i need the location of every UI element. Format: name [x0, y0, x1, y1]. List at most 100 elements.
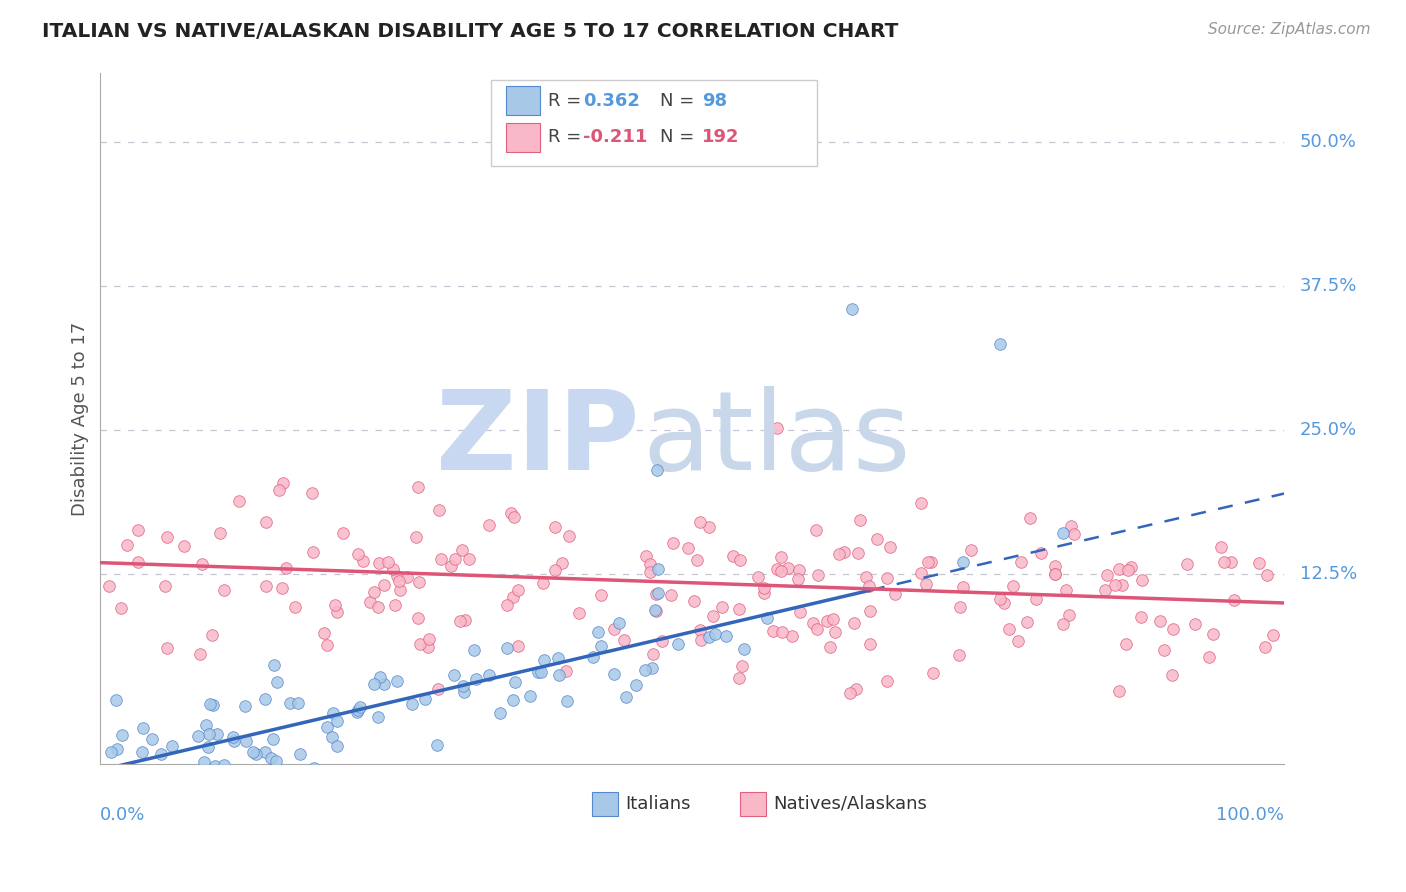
Point — [948, 648, 970, 662]
Point — [198, 698, 221, 712]
Y-axis label: Disability Age 5 to 17: Disability Age 5 to 17 — [72, 321, 89, 516]
Point — [347, 547, 370, 561]
Point — [787, 572, 810, 586]
Point — [640, 566, 662, 580]
Point — [949, 599, 972, 614]
Point — [526, 665, 548, 680]
Point — [496, 598, 519, 612]
Point — [326, 606, 349, 620]
Point — [789, 605, 811, 619]
Point — [105, 815, 128, 830]
Point — [384, 598, 406, 612]
Point — [533, 653, 555, 667]
Bar — [506, 123, 540, 152]
Text: R =: R = — [548, 92, 586, 110]
Point — [409, 637, 432, 651]
Point — [508, 583, 530, 598]
Point — [373, 577, 395, 591]
Point — [558, 529, 581, 543]
Point — [224, 788, 246, 802]
Text: 37.5%: 37.5% — [1299, 277, 1357, 295]
Point — [733, 642, 755, 657]
Point — [413, 692, 436, 706]
Point — [689, 633, 711, 648]
Point — [952, 555, 974, 569]
Point — [465, 672, 488, 686]
Point — [755, 611, 778, 625]
Point — [855, 570, 877, 584]
Point — [555, 693, 578, 707]
Point — [1001, 578, 1024, 592]
Point — [543, 520, 565, 534]
Point — [270, 581, 292, 595]
Point — [815, 614, 838, 628]
Point — [332, 526, 354, 541]
Point — [427, 503, 450, 517]
Point — [1212, 556, 1234, 570]
Point — [1254, 640, 1277, 655]
Point — [858, 579, 880, 593]
Point — [427, 681, 450, 696]
Point — [685, 553, 707, 567]
Point — [697, 520, 720, 534]
Point — [727, 671, 749, 685]
Point — [245, 772, 267, 786]
Point — [1054, 583, 1077, 598]
Point — [1175, 558, 1198, 572]
Point — [588, 624, 610, 639]
Point — [1115, 637, 1137, 651]
Point — [647, 586, 669, 600]
Point — [127, 555, 149, 569]
Point — [406, 611, 429, 625]
Point — [1261, 628, 1284, 642]
Point — [1108, 684, 1130, 698]
Point — [254, 578, 277, 592]
Point — [728, 552, 751, 566]
Point — [780, 629, 803, 643]
Point — [440, 559, 463, 574]
Point — [347, 703, 370, 717]
Point — [301, 544, 323, 558]
Point — [204, 758, 226, 772]
Point — [682, 593, 704, 607]
Point — [988, 336, 1011, 351]
Point — [254, 746, 277, 760]
Point — [188, 647, 211, 661]
Point — [502, 693, 524, 707]
Point — [346, 705, 368, 719]
Point — [141, 732, 163, 747]
Text: Source: ZipAtlas.com: Source: ZipAtlas.com — [1208, 22, 1371, 37]
Point — [451, 679, 474, 693]
Point — [547, 650, 569, 665]
Point — [1043, 567, 1066, 582]
Bar — [592, 792, 617, 816]
Point — [457, 552, 479, 566]
Point — [381, 561, 404, 575]
Point — [418, 640, 440, 654]
Point — [922, 666, 945, 681]
Point — [222, 730, 245, 744]
Point — [201, 628, 224, 642]
Point — [603, 666, 626, 681]
Text: 0.0%: 0.0% — [100, 805, 146, 823]
Text: ITALIAN VS NATIVE/ALASKAN DISABILITY AGE 5 TO 17 CORRELATION CHART: ITALIAN VS NATIVE/ALASKAN DISABILITY AGE… — [42, 22, 898, 41]
Point — [841, 302, 863, 317]
Point — [395, 570, 418, 584]
Point — [823, 612, 845, 626]
Point — [202, 698, 225, 713]
Point — [787, 563, 810, 577]
Point — [1130, 610, 1153, 624]
Point — [502, 510, 524, 524]
Text: 0.362: 0.362 — [583, 92, 640, 110]
Point — [363, 677, 385, 691]
Point — [915, 577, 938, 591]
Point — [478, 668, 501, 682]
Point — [752, 586, 775, 600]
Point — [312, 626, 335, 640]
Point — [1010, 555, 1032, 569]
Text: 12.5%: 12.5% — [1299, 566, 1357, 583]
Point — [156, 640, 179, 655]
Point — [173, 539, 195, 553]
Text: Natives/Alaskans: Natives/Alaskans — [773, 795, 927, 813]
Point — [1209, 541, 1232, 555]
